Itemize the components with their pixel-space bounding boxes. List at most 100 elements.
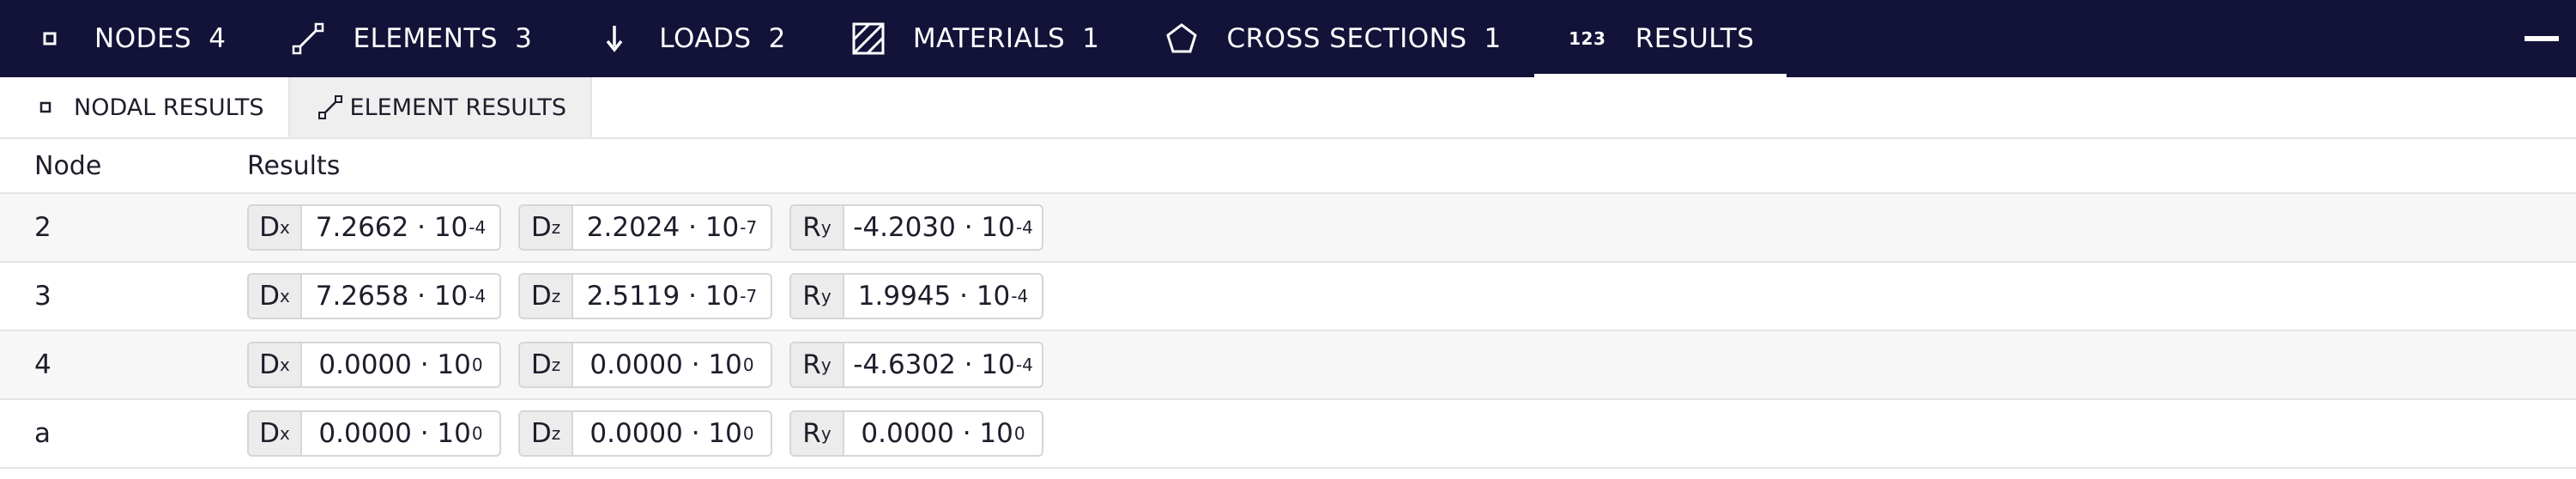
result-value-ry: 0.0000 · 10 0	[844, 412, 1042, 455]
result-exponent: -4	[1015, 355, 1033, 375]
result-value-dx: 7.2662 · 10 -4	[302, 206, 499, 249]
result-label-subscript: x	[280, 355, 290, 375]
subtab-element-results[interactable]: ELEMENT RESULTS	[289, 77, 593, 137]
result-label-subscript: z	[551, 355, 561, 375]
tab-elements[interactable]: ELEMENTS 3	[258, 0, 565, 77]
result-exponent: -4	[1015, 217, 1033, 238]
result-label-letter: D	[530, 418, 552, 449]
result-label-subscript: x	[280, 423, 290, 444]
tab-results[interactable]: 123 RESULTS	[1533, 0, 1787, 77]
tab-label: MATERIALS	[912, 23, 1066, 54]
tab-label: RESULTS	[1635, 23, 1755, 54]
tab-nodes[interactable]: NODES 4	[0, 0, 258, 77]
node-square-icon	[33, 94, 58, 120]
tab-count: 4	[209, 23, 227, 54]
result-mantissa: 0.0000 · 10	[861, 418, 1013, 449]
minimize-button[interactable]	[2507, 0, 2576, 77]
tab-count: 2	[768, 23, 786, 54]
result-label-letter: D	[259, 349, 281, 380]
material-hatch-icon	[851, 21, 886, 56]
result-mantissa: -4.2030 · 10	[853, 212, 1015, 243]
node-id: a	[34, 418, 51, 449]
result-mantissa: 7.2658 · 10	[315, 281, 469, 312]
minimize-icon	[2525, 36, 2559, 41]
node-id: 4	[34, 349, 51, 380]
result-value-dz: 0.0000 · 10 0	[573, 343, 771, 386]
tab-label: CROSS SECTIONS	[1226, 23, 1467, 54]
pentagon-icon	[1164, 21, 1199, 56]
result-exponent: -7	[740, 286, 758, 306]
result-value-dx: 0.0000 · 10 0	[302, 412, 499, 455]
load-arrow-icon	[597, 21, 632, 56]
column-header-results: Results	[247, 150, 341, 181]
element-line-icon	[317, 94, 343, 120]
result-mantissa: 0.0000 · 10	[318, 418, 471, 449]
result-label-subscript: y	[820, 355, 831, 375]
tab-loads[interactable]: LOADS 2	[565, 0, 819, 77]
result-value-dz: 0.0000 · 10 0	[573, 412, 771, 455]
result-value-dx: 0.0000 · 10 0	[302, 343, 499, 386]
result-label-letter: R	[802, 281, 821, 312]
results-subtab-bar: NODAL RESULTS ELEMENT RESULTS	[0, 77, 2576, 139]
subtab-label: NODAL RESULTS	[74, 94, 264, 121]
result-label-letter: D	[530, 212, 552, 243]
result-label-subscript: z	[551, 286, 561, 306]
result-exponent: -4	[469, 286, 487, 306]
result-mantissa: 1.9945 · 10	[857, 281, 1011, 312]
tab-cross-sections[interactable]: CROSS SECTIONS 1	[1132, 0, 1533, 77]
result-mantissa: 2.2024 · 10	[586, 212, 740, 243]
result-label-subscript: z	[551, 217, 561, 238]
element-line-icon	[291, 21, 325, 56]
result-exponent: -7	[740, 217, 758, 238]
result-exponent: 0	[471, 355, 483, 375]
tab-materials[interactable]: MATERIALS 1	[819, 0, 1133, 77]
result-label-letter: R	[802, 349, 821, 380]
result-exponent: 0	[742, 355, 754, 375]
subtab-nodal-results[interactable]: NODAL RESULTS	[0, 77, 290, 137]
result-mantissa: 0.0000 · 10	[318, 349, 471, 380]
result-exponent: 0	[1013, 423, 1025, 444]
tab-label: NODES	[94, 23, 192, 54]
node-square-icon	[33, 21, 67, 56]
numbers-icon: 123	[1569, 28, 1606, 49]
result-label-letter: D	[259, 212, 281, 243]
result-value-ry: 1.9945 · 10 -4	[844, 275, 1042, 318]
result-exponent: 0	[742, 423, 754, 444]
result-mantissa: 7.2662 · 10	[315, 212, 469, 243]
result-label-subscript: x	[280, 217, 290, 238]
result-value-ry: -4.6302 · 10 -4	[844, 343, 1042, 386]
result-label-subscript: y	[820, 423, 831, 444]
result-value-dz: 2.5119 · 10 -7	[573, 275, 771, 318]
result-mantissa: 0.0000 · 10	[590, 418, 742, 449]
result-label-subscript: z	[551, 423, 561, 444]
result-mantissa: 0.0000 · 10	[590, 349, 742, 380]
table-header: Node Results	[0, 139, 2576, 194]
result-label-letter: D	[259, 418, 281, 449]
tab-count: 3	[515, 23, 533, 54]
result-label-letter: D	[530, 349, 552, 380]
